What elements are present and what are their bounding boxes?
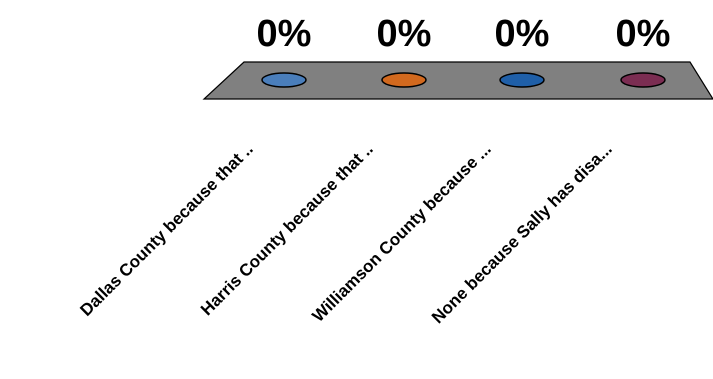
bar-1 bbox=[262, 73, 306, 87]
bar-top-3 bbox=[500, 73, 544, 87]
category-labels-group: Dallas County because that ..Harris Coun… bbox=[76, 139, 615, 327]
bar-4 bbox=[621, 73, 665, 87]
bar-top-1 bbox=[262, 73, 306, 87]
bar-top-2 bbox=[382, 73, 426, 87]
value-label-2: 0% bbox=[377, 13, 432, 55]
value-label-3: 0% bbox=[495, 13, 550, 55]
bar-top-4 bbox=[621, 73, 665, 87]
value-label-1: 0% bbox=[257, 13, 312, 55]
value-label-4: 0% bbox=[616, 13, 671, 55]
bar-3 bbox=[500, 73, 544, 87]
bar-2 bbox=[382, 73, 426, 87]
value-labels-group: 0% 0% 0% 0% bbox=[257, 13, 671, 55]
